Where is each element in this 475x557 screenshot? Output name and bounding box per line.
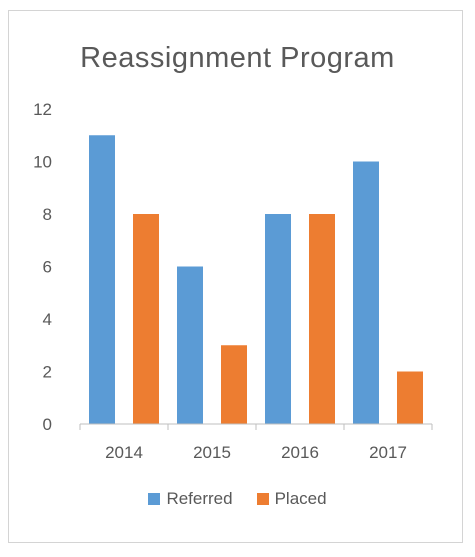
y-tick-label: 12 (33, 100, 52, 119)
legend-item-placed: Placed (256, 489, 327, 509)
x-tick-label: 2014 (105, 443, 143, 462)
y-tick-label: 2 (43, 363, 52, 382)
legend-label-placed: Placed (274, 489, 327, 508)
x-tick-label: 2016 (281, 443, 319, 462)
y-tick-label: 8 (43, 205, 52, 224)
bar-referred-2014 (89, 135, 115, 424)
legend-swatch-referred (148, 493, 161, 505)
y-tick-label: 0 (43, 415, 52, 434)
bar-placed-2017 (397, 371, 423, 424)
bar-placed-2015 (221, 345, 247, 424)
legend-item-referred: Referred (148, 489, 233, 509)
x-tick-label: 2017 (369, 443, 407, 462)
legend-swatch-placed (256, 493, 269, 505)
y-tick-label: 6 (43, 258, 52, 277)
y-tick-label: 10 (33, 153, 52, 172)
x-tick-label: 2015 (193, 443, 231, 462)
bar-placed-2014 (133, 214, 159, 424)
bar-placed-2016 (309, 214, 335, 424)
chart-title: Reassignment Program (80, 42, 395, 74)
bar-referred-2017 (353, 161, 379, 424)
chart-frame (8, 10, 463, 543)
bar-referred-2016 (265, 214, 291, 424)
y-tick-label: 4 (43, 310, 52, 329)
bar-referred-2015 (177, 266, 203, 424)
legend-label-referred: Referred (166, 489, 233, 508)
chart-legend: Referred Placed (0, 489, 475, 509)
